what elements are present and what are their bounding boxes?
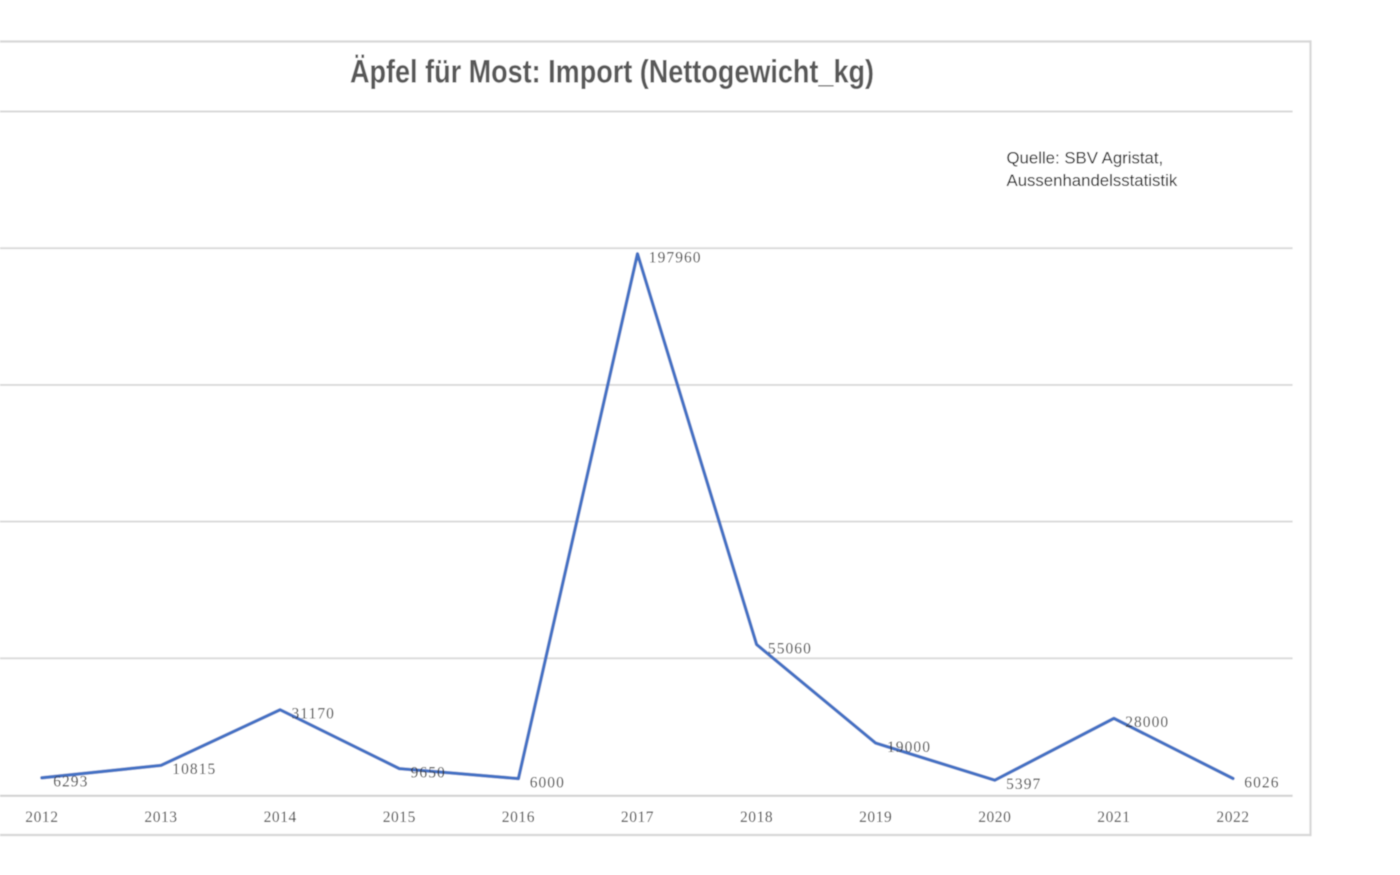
- svg-text:197960: 197960: [649, 250, 702, 267]
- svg-text:6026: 6026: [1244, 774, 1279, 791]
- svg-text:2017: 2017: [621, 809, 654, 826]
- svg-text:Aussenhandelsstatistik: Aussenhandelsstatistik: [1007, 171, 1178, 190]
- svg-text:2022: 2022: [1216, 809, 1249, 826]
- svg-text:2020: 2020: [978, 809, 1011, 826]
- svg-text:2018: 2018: [740, 809, 773, 826]
- svg-text:55060: 55060: [768, 640, 812, 657]
- svg-text:19000: 19000: [887, 739, 931, 756]
- svg-text:Quelle: SBV Agristat,: Quelle: SBV Agristat,: [1007, 149, 1164, 168]
- svg-text:6000: 6000: [530, 774, 565, 791]
- svg-text:Äpfel für Most: Import (Nettog: Äpfel für Most: Import (Nettogewicht_kg): [350, 53, 874, 89]
- svg-text:28000: 28000: [1125, 714, 1169, 731]
- svg-text:5397: 5397: [1006, 776, 1041, 793]
- svg-text:6293: 6293: [53, 774, 88, 791]
- svg-text:2019: 2019: [859, 809, 892, 826]
- svg-text:31170: 31170: [292, 706, 335, 723]
- svg-text:2012: 2012: [25, 809, 58, 826]
- svg-text:2014: 2014: [264, 809, 297, 826]
- svg-text:2015: 2015: [383, 809, 416, 826]
- svg-text:2013: 2013: [144, 809, 177, 826]
- svg-text:9650: 9650: [411, 764, 446, 781]
- svg-text:2021: 2021: [1097, 809, 1130, 826]
- svg-text:2016: 2016: [502, 809, 535, 826]
- svg-text:10815: 10815: [172, 761, 216, 778]
